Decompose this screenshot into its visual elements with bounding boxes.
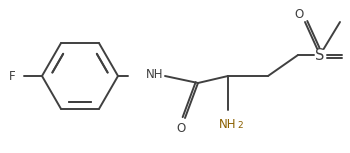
Text: 2: 2 [237, 121, 243, 131]
Text: O: O [294, 7, 304, 21]
Text: S: S [315, 47, 325, 62]
Text: NH: NH [146, 69, 163, 82]
Text: O: O [176, 121, 186, 134]
Text: NH: NH [219, 118, 237, 131]
Text: O: O [349, 49, 350, 62]
Text: F: F [9, 69, 15, 82]
